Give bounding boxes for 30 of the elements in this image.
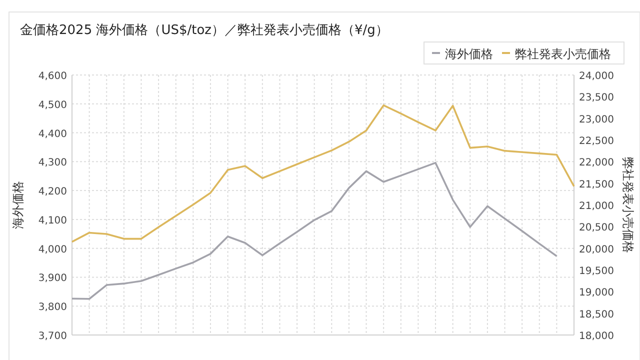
y2-tick-label: 21,500 xyxy=(579,179,614,190)
y-axis-title: 海外価格 xyxy=(11,181,25,229)
y2-tick-label: 23,500 xyxy=(579,92,614,104)
y-tick-label: 4,200 xyxy=(38,186,67,198)
y2-axis-title: 弊社発表小売価格 xyxy=(621,157,635,253)
line-series xyxy=(71,104,575,243)
y2-tick-label: 22,500 xyxy=(579,136,614,147)
y2-tick-label: 18,000 xyxy=(579,331,614,342)
y-tick-label: 4,000 xyxy=(38,244,67,256)
y-tick-label: 4,500 xyxy=(38,100,67,111)
y2-tick-label: 24,000 xyxy=(579,71,614,82)
line-series xyxy=(71,162,558,300)
y2-tick-label: 20,500 xyxy=(579,222,614,234)
y2-tick-label: 22,000 xyxy=(579,158,614,169)
y-tick-label: 4,100 xyxy=(38,215,67,226)
y-tick-label: 4,300 xyxy=(38,158,67,169)
y2-tick-label: 21,000 xyxy=(579,201,614,212)
y2-tick-label: 23,000 xyxy=(579,114,614,126)
y-tick-label: 4,600 xyxy=(38,71,67,82)
y-tick-label: 4,400 xyxy=(38,128,67,140)
y2-tick-label: 19,000 xyxy=(579,288,614,299)
y2-tick-label: 18,500 xyxy=(579,309,614,320)
y-tick-label: 3,900 xyxy=(38,273,67,284)
y2-tick-label: 19,500 xyxy=(579,266,614,277)
y2-tick-label: 20,000 xyxy=(579,244,614,256)
y-tick-label: 3,700 xyxy=(38,331,67,342)
legend-label: 弊社発表小売価格 xyxy=(515,47,611,61)
legend-label: 海外価格 xyxy=(445,47,493,61)
chart-title: 金価格2025 海外価格（US$/toz）／弊社発表小売価格（¥/g） xyxy=(20,23,388,38)
y-tick-label: 3,800 xyxy=(38,302,67,314)
